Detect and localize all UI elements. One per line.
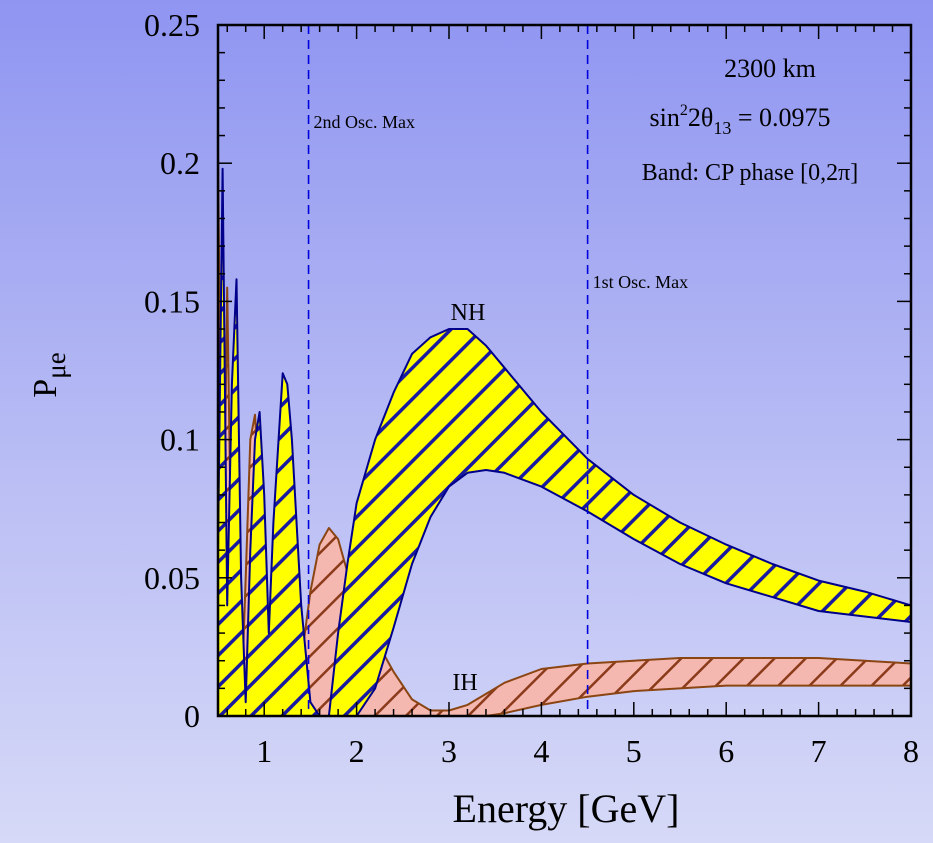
- band-ih: [218, 148, 911, 716]
- x-axis-label: Energy [GeV]: [453, 786, 680, 831]
- band-nh: [218, 167, 911, 716]
- axis-ticks: [218, 24, 912, 717]
- nh-label: NH: [451, 300, 486, 326]
- band-annotation: Band: CP phase [0,2π]: [642, 160, 859, 186]
- y-axis-label-base: P: [27, 379, 64, 398]
- x-tick-label: 4: [533, 733, 549, 769]
- x-tick-label: 6: [718, 733, 734, 769]
- x-tick-label: 3: [441, 733, 457, 769]
- y-tick-label: 0.25: [144, 7, 200, 43]
- theta13-annotation: sin22θ13 = 0.0975: [650, 102, 831, 138]
- oscillation-maximum-lines: 2nd Osc. Max 1st Osc. Max: [307, 25, 689, 716]
- y-tick-label: 0.2: [160, 145, 200, 181]
- x-tick-label: 5: [626, 733, 642, 769]
- y-axis-label: Pμe: [27, 352, 71, 397]
- osc-max-label: 2nd Osc. Max: [314, 112, 416, 132]
- svg-text:Pμe: Pμe: [27, 352, 71, 397]
- y-tick-label: 0.15: [144, 283, 200, 319]
- y-tick-labels: 0 0.05 0.1 0.15 0.2 0.25: [144, 7, 200, 734]
- x-tick-labels: 1 2 3 4 5 6 7 8: [256, 733, 919, 769]
- plot-frame: [216, 23, 913, 718]
- x-tick-label: 2: [349, 733, 365, 769]
- y-axis-label-subscript: μe: [41, 352, 71, 378]
- y-tick-label: 0.1: [160, 422, 200, 458]
- probability-bands: [218, 148, 911, 716]
- x-tick-label: 1: [256, 733, 272, 769]
- y-tick-label: 0.05: [144, 560, 200, 596]
- ih-label: IH: [452, 670, 477, 696]
- y-tick-label: 0: [184, 698, 200, 734]
- x-tick-label: 7: [811, 733, 827, 769]
- osc-max-label: 1st Osc. Max: [593, 272, 689, 292]
- baseline-annotation: 2300 km: [724, 54, 816, 83]
- x-tick-label: 8: [903, 733, 919, 769]
